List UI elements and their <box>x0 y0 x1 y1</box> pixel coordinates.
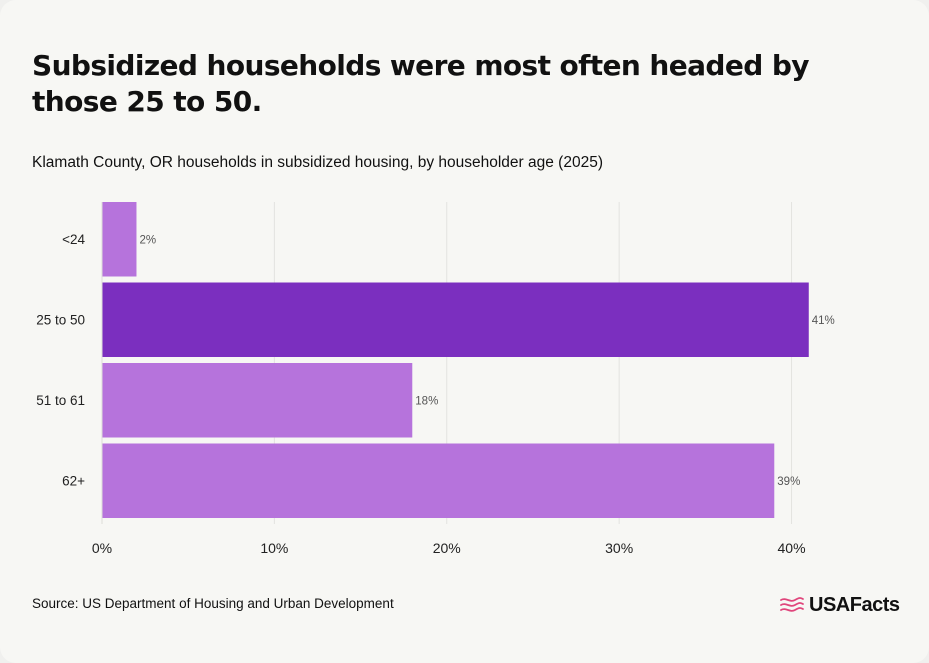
bar <box>102 202 137 277</box>
data-label: 41% <box>812 315 835 327</box>
category-label: 25 to 50 <box>36 312 85 327</box>
x-tick-label: 40% <box>778 540 806 556</box>
data-label: 2% <box>139 234 156 246</box>
category-label: 51 to 61 <box>36 393 85 408</box>
logo-text: USAFacts <box>809 593 900 616</box>
data-label: 39% <box>777 476 800 488</box>
usafacts-logo: USAFacts <box>779 592 900 618</box>
usafacts-flag-icon <box>780 597 804 612</box>
x-tick-label: 10% <box>260 540 288 556</box>
x-tick-label: 0% <box>92 540 112 556</box>
x-tick-label: 20% <box>433 540 461 556</box>
data-label: 18% <box>415 395 438 407</box>
bar <box>102 363 413 438</box>
bar-chart: 0% 10% 20% 30% 40% <24 2% 25 to 50 41% 51 to 61 18… <box>36 202 835 556</box>
bar <box>102 282 809 357</box>
category-label: 62+ <box>62 473 85 488</box>
source-note: Source: US Department of Housing and Urb… <box>32 596 394 611</box>
chart-subtitle: Klamath County, OR households in subsidi… <box>32 154 603 171</box>
x-tick-label: 30% <box>605 540 633 556</box>
category-label: <24 <box>62 232 85 247</box>
chart-title: Subsidized households were most often he… <box>32 49 810 118</box>
bar <box>102 443 775 518</box>
